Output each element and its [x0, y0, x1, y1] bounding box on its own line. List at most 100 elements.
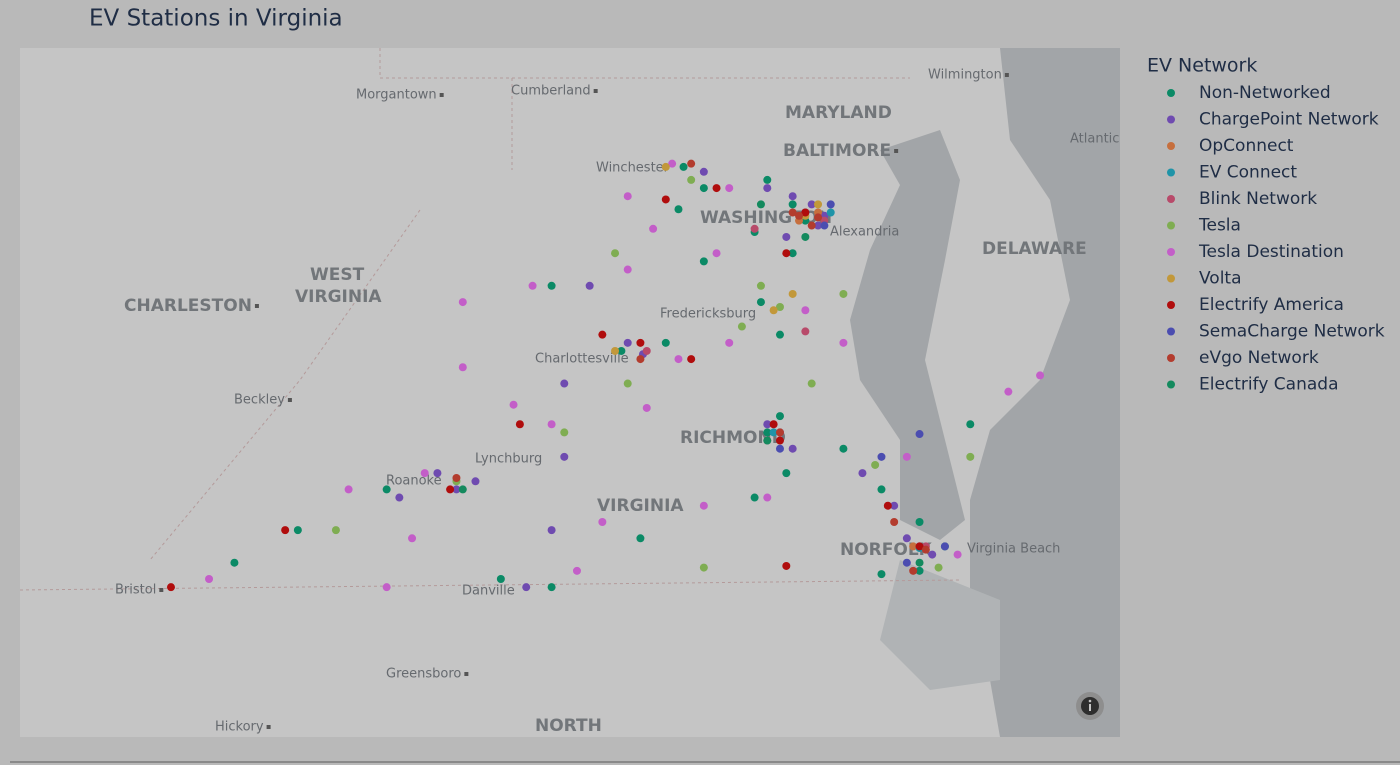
station-point — [763, 175, 772, 184]
station-point — [775, 428, 784, 437]
station-point — [737, 322, 746, 331]
map-label: VIRGINIA — [597, 496, 684, 516]
station-point — [623, 379, 632, 388]
legend-label[interactable]: ChargePoint Network — [1199, 110, 1379, 130]
legend-label[interactable]: Blink Network — [1199, 189, 1317, 209]
station-point — [699, 184, 708, 193]
legend-marker[interactable] — [1167, 142, 1175, 150]
station-point — [560, 452, 569, 461]
station-point — [902, 558, 911, 567]
chart-title: EV Stations in Virginia — [89, 6, 343, 32]
legend-marker[interactable] — [1167, 115, 1175, 124]
station-point — [452, 485, 461, 494]
station-point — [763, 436, 772, 445]
station-point — [1004, 387, 1013, 396]
legend-marker[interactable] — [1167, 301, 1175, 309]
station-point — [782, 232, 791, 241]
station-point — [801, 306, 810, 315]
station-point — [712, 184, 721, 193]
station-point — [775, 444, 784, 453]
station-point — [408, 534, 417, 543]
legend-label[interactable]: Electrify Canada — [1199, 375, 1339, 395]
station-point — [636, 338, 645, 347]
city-dot — [464, 672, 469, 676]
legend-marker[interactable] — [1167, 380, 1175, 389]
city-dot — [266, 725, 271, 729]
station-point — [839, 289, 848, 298]
station-point — [420, 469, 429, 478]
station-point — [756, 200, 765, 209]
station-point — [750, 493, 759, 502]
map-label: Lynchburg — [475, 452, 542, 467]
station-point — [674, 205, 683, 214]
map-label: Virginia Beach — [967, 542, 1060, 557]
station-point — [877, 452, 886, 461]
legend-label[interactable]: EV Connect — [1199, 163, 1297, 183]
station-point — [331, 526, 340, 535]
station-point — [344, 485, 353, 494]
station-point — [902, 534, 911, 543]
station-point — [934, 563, 943, 572]
station-point — [750, 224, 759, 233]
station-point — [166, 583, 175, 592]
station-point — [883, 501, 892, 510]
station-point — [230, 558, 239, 567]
legend-label[interactable]: OpConnect — [1199, 136, 1294, 156]
city-dot — [439, 93, 444, 97]
station-point — [515, 420, 524, 429]
map-label: VIRGINIA — [295, 287, 382, 307]
station-point — [782, 249, 791, 258]
legend-marker[interactable] — [1167, 168, 1175, 177]
station-point — [636, 355, 645, 364]
station-point — [814, 200, 823, 209]
map: Wilmington Morgantown Cumberland MARYLAND At… — [20, 48, 1120, 737]
bay — [850, 130, 965, 540]
map-label: Greensboro — [386, 667, 461, 682]
station-point — [395, 493, 404, 502]
city-dot — [1004, 73, 1009, 77]
station-point — [902, 452, 911, 461]
legend-marker[interactable] — [1167, 248, 1175, 256]
legend-label[interactable]: Electrify America — [1199, 295, 1344, 315]
station-point — [769, 428, 778, 437]
station-point — [782, 469, 791, 478]
legend-label[interactable]: Tesla Destination — [1198, 242, 1344, 262]
station-point — [775, 330, 784, 339]
station-point — [795, 211, 804, 220]
legend-label[interactable]: Tesla — [1198, 216, 1241, 236]
legend-marker[interactable] — [1167, 274, 1175, 283]
legend-label[interactable]: Volta — [1199, 269, 1242, 289]
map-label: Cumberland — [511, 84, 591, 99]
station-point — [560, 428, 569, 437]
station-point — [712, 249, 721, 258]
legend-marker[interactable] — [1167, 354, 1175, 362]
station-point — [281, 526, 290, 535]
legend-marker[interactable] — [1167, 221, 1175, 230]
station-point — [293, 526, 302, 535]
legend-label[interactable]: SemaCharge Network — [1199, 322, 1385, 342]
station-point — [547, 281, 556, 290]
station-point — [687, 159, 696, 168]
station-point — [623, 338, 632, 347]
station-point — [699, 257, 708, 266]
legend-label[interactable]: eVgo Network — [1199, 348, 1319, 368]
station-point — [528, 281, 537, 290]
legend-marker[interactable] — [1167, 327, 1175, 336]
station-point — [433, 469, 442, 478]
map-label: Beckley — [234, 393, 285, 408]
map-label: Danville — [462, 584, 515, 599]
legend-marker[interactable] — [1167, 89, 1175, 97]
legend-marker[interactable] — [1167, 195, 1175, 203]
station-point — [839, 444, 848, 453]
station-point — [661, 195, 670, 204]
station-point — [547, 583, 556, 592]
station-point — [915, 566, 924, 575]
station-point — [915, 558, 924, 567]
legend-label[interactable]: Non-Networked — [1199, 83, 1331, 103]
station-point — [547, 526, 556, 535]
legend: Non-Networked ChargePoint Network OpConnec… — [1167, 83, 1385, 395]
station-point — [814, 221, 823, 230]
map-label: Morgantown — [356, 88, 437, 103]
station-point — [560, 379, 569, 388]
station-point — [814, 213, 823, 222]
